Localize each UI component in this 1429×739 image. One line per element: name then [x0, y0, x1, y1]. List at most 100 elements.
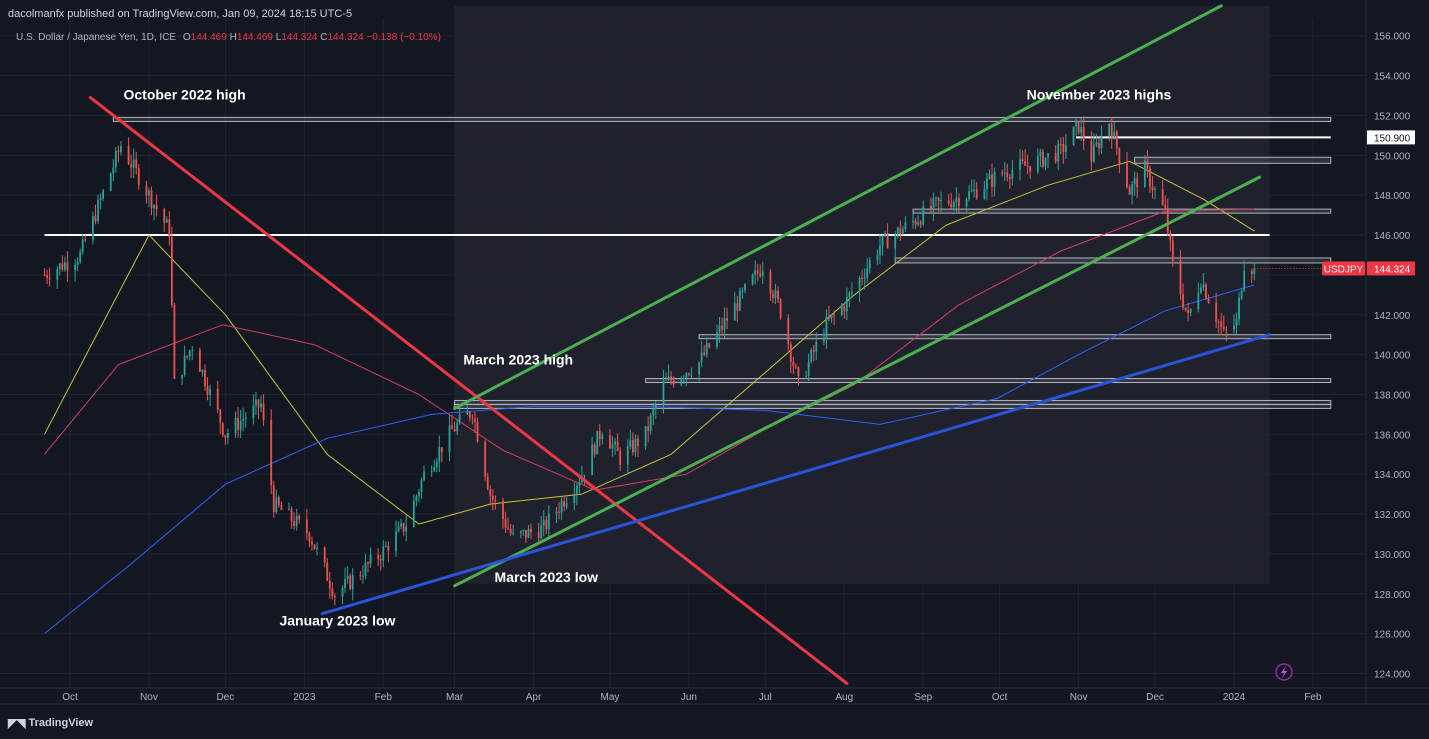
- candle-body: [896, 227, 899, 235]
- candle-body: [509, 528, 512, 534]
- candle-body: [1057, 143, 1060, 162]
- candle-body: [405, 526, 408, 532]
- candle-body: [74, 264, 76, 271]
- candle-body: [1154, 188, 1156, 190]
- candle-body: [848, 292, 851, 297]
- candle-body: [1062, 144, 1065, 153]
- candle-body: [277, 497, 280, 506]
- candle-body: [384, 545, 387, 547]
- candle-body: [1161, 188, 1164, 205]
- price-tick-label: 136.000: [1374, 430, 1411, 441]
- candle-body: [237, 417, 240, 430]
- candle-body: [484, 441, 487, 477]
- price-tick-label: 156.000: [1374, 32, 1411, 43]
- candle-body: [120, 146, 122, 153]
- candle-body: [861, 277, 864, 279]
- candle-body: [1026, 165, 1029, 167]
- candle-body: [993, 172, 996, 187]
- candle-body: [216, 388, 219, 410]
- candle-body: [191, 349, 194, 351]
- candle-body: [99, 198, 102, 201]
- candle-body: [527, 528, 530, 538]
- candle-body: [1217, 321, 1220, 323]
- candle-body: [298, 516, 301, 520]
- close-value: 144.324: [327, 32, 364, 43]
- time-tick-label: Feb: [375, 692, 393, 703]
- candle-body: [507, 527, 509, 529]
- candle-body: [1220, 322, 1223, 327]
- trendline: [320, 333, 1272, 616]
- candle-body: [308, 533, 311, 542]
- time-tick-label: Jun: [681, 692, 697, 703]
- candle-body: [700, 352, 703, 363]
- candle-body: [1042, 151, 1044, 167]
- candle-body: [402, 523, 405, 532]
- price-tick-label: 154.000: [1374, 72, 1411, 83]
- candle-body: [805, 375, 807, 377]
- candle-body: [952, 201, 955, 208]
- price-tick-label: 150.000: [1374, 151, 1411, 162]
- candle-body: [316, 547, 318, 549]
- candle-body: [326, 562, 329, 581]
- candle-body: [183, 355, 186, 375]
- candle-body: [685, 373, 688, 378]
- candle-body: [1151, 186, 1154, 190]
- price-tick-label: 146.000: [1374, 231, 1411, 242]
- trendline: [88, 96, 849, 685]
- candle-body: [947, 200, 950, 204]
- candle-body: [1146, 160, 1149, 169]
- candle-body: [148, 190, 150, 196]
- candle-body: [367, 562, 369, 564]
- candle-body: [400, 523, 403, 527]
- candle-body: [1021, 159, 1024, 162]
- candle-body: [774, 290, 777, 298]
- candle-body: [519, 531, 522, 533]
- candle-body: [988, 174, 991, 179]
- candle-body: [453, 429, 456, 432]
- candle-body: [395, 531, 397, 552]
- candle-body: [377, 554, 380, 560]
- candle-body: [293, 521, 296, 526]
- candle-body: [466, 412, 469, 415]
- price-tick-label: 138.000: [1374, 390, 1411, 401]
- candle-body: [1136, 178, 1139, 188]
- candle-body: [884, 232, 886, 236]
- candle-body: [1179, 260, 1182, 295]
- tradingview-brand[interactable]: ◤◥ TradingView: [8, 716, 93, 730]
- candle-body: [787, 317, 790, 345]
- candle-body: [61, 263, 64, 270]
- candle-body: [476, 421, 479, 442]
- price-tick-label: 126.000: [1374, 630, 1411, 641]
- candle-body: [970, 190, 973, 192]
- candle-body: [823, 337, 825, 342]
- candle-body: [43, 274, 46, 276]
- candle-body: [364, 562, 367, 577]
- candle-body: [1100, 135, 1103, 149]
- candle-body: [76, 261, 79, 265]
- candle-body: [810, 349, 813, 362]
- candle-body: [1075, 121, 1077, 127]
- candle-body: [1205, 284, 1207, 299]
- candle-body: [362, 576, 364, 578]
- candle-body: [682, 377, 685, 379]
- support-resistance-zone: [1134, 156, 1332, 164]
- candle-body: [637, 438, 639, 447]
- candle-body: [257, 399, 260, 408]
- candle-body: [611, 444, 614, 449]
- candle-body: [1036, 156, 1039, 172]
- candle-body: [244, 417, 247, 420]
- candle-body: [601, 435, 604, 439]
- candle-body: [153, 205, 155, 209]
- candle-body: [919, 222, 922, 225]
- candle-body: [305, 519, 308, 534]
- moving-average-line: [44, 160, 1255, 525]
- candle-body: [812, 349, 815, 352]
- candle-body: [313, 544, 316, 549]
- candle-body: [474, 418, 476, 422]
- candle-body: [718, 325, 721, 333]
- candle-body: [262, 403, 265, 420]
- candle-body: [1092, 144, 1095, 162]
- candle-body: [937, 197, 940, 202]
